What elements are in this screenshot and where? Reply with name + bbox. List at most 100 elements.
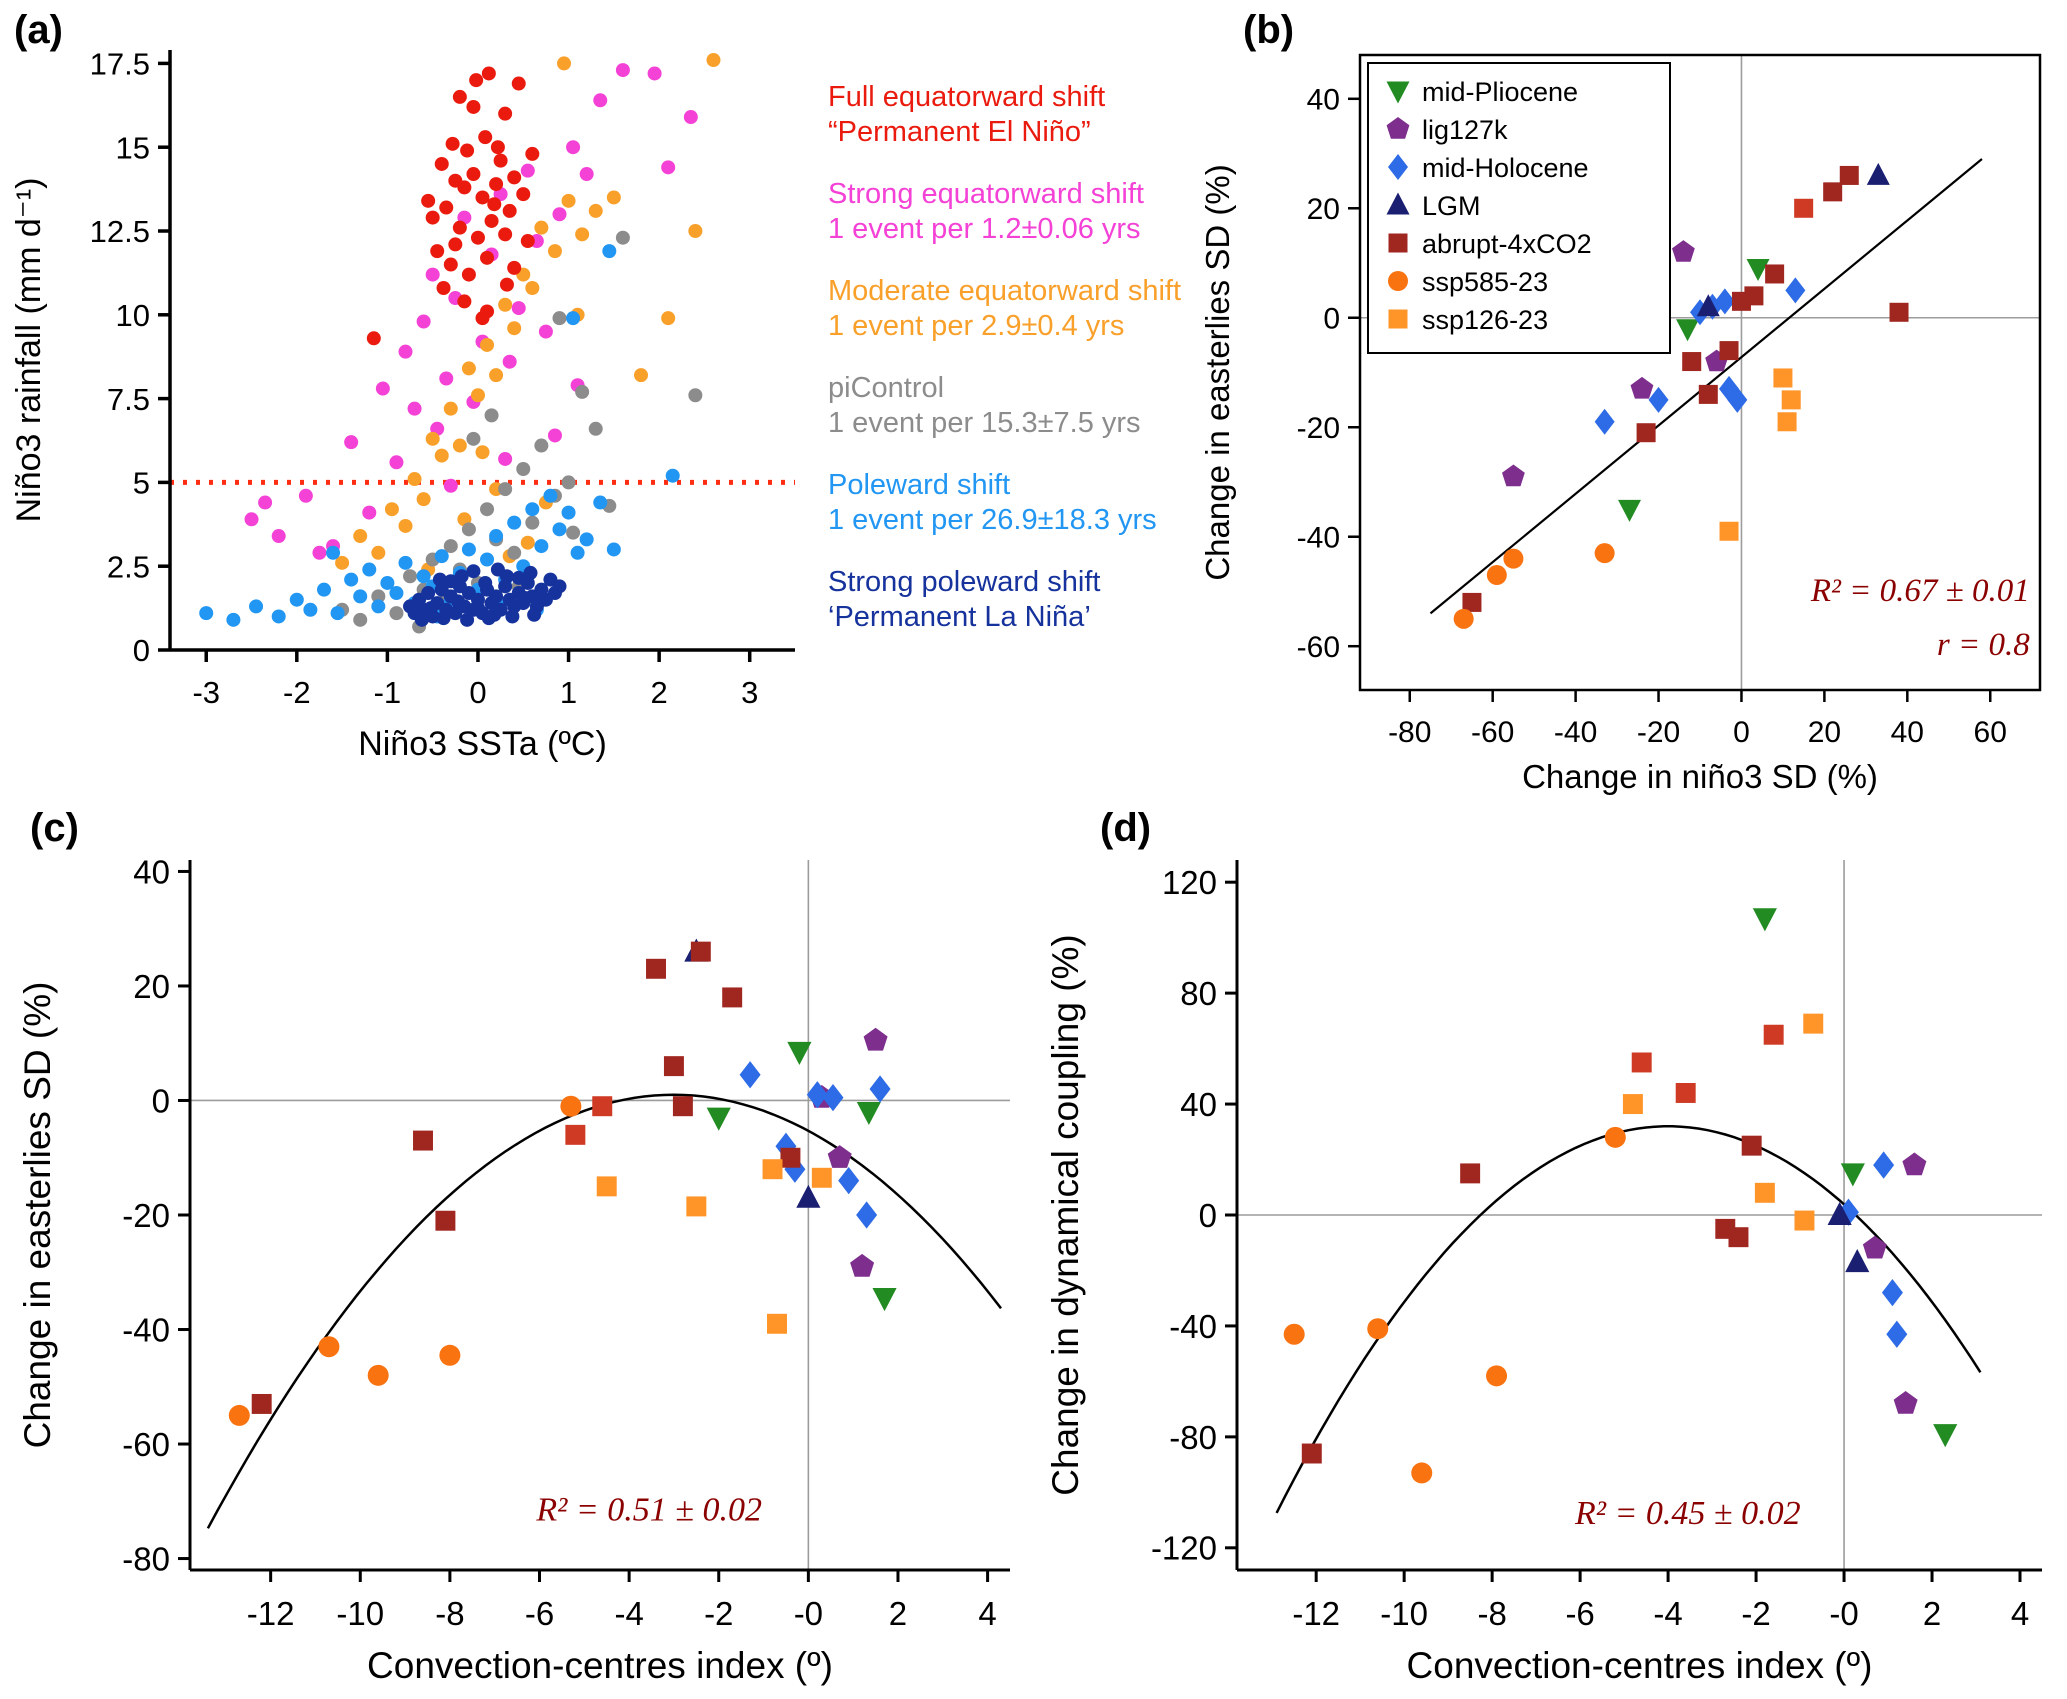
y-tick-label: -20 [1297,412,1340,445]
legend-label: mid-Holocene [1422,153,1589,183]
data-point [353,529,368,544]
data-point [722,987,743,1008]
data-point [1893,1391,1918,1414]
data-point [665,468,680,483]
data-point [1845,1249,1870,1273]
legend-a-item-detail: 1 event per 26.9±18.3 yrs [828,504,1157,536]
data-point [226,612,241,627]
data-point [615,63,630,78]
legend-a-item-title: Strong poleward shift [828,566,1101,598]
data-point [448,173,463,188]
stats-annotation: R² = 0.51 ± 0.02 [535,1491,762,1528]
data-point [672,1096,693,1117]
data-point [366,331,381,346]
series-mid-pliocene [1618,258,1770,522]
data-point [1840,1163,1865,1187]
data-point [1486,1365,1508,1387]
legend-label: abrupt-4xCO2 [1422,229,1592,259]
data-point [1777,412,1797,432]
axes [178,860,1010,1582]
data-point [1675,1082,1696,1103]
data-point [516,461,531,476]
data-point [775,1132,797,1160]
data-point [1604,1126,1626,1148]
data-point [606,542,621,557]
data-point [1503,548,1524,569]
data-point [481,66,496,81]
series-strong-poleward-shift [403,562,567,627]
y-tick-label: 80 [1180,975,1217,1012]
x-axis-label: Niño3 SSTa (ºC) [358,725,607,763]
data-point [389,606,404,621]
x-tick-label: -10 [1380,1595,1428,1632]
data-point [552,311,567,326]
y-tick-label: 5 [133,466,150,501]
legend-label: ssp126-23 [1422,305,1548,335]
data-point [414,612,429,627]
data-point [1648,386,1669,413]
data-point [547,428,562,443]
data-point [303,602,318,617]
data-point [451,594,466,609]
y-tick-label: 40 [1307,84,1340,117]
data-point [1386,81,1410,104]
data-point [1388,233,1408,253]
data-point [634,368,649,383]
data-point [199,606,214,621]
x-tick-label: -0 [794,1595,823,1632]
x-tick-label: 0 [1733,716,1750,749]
y-tick-label: -40 [1297,522,1340,555]
data-point [353,612,368,627]
data-point [460,143,475,158]
y-axis-label: Change in dynamical coupling (%) [1045,934,1086,1495]
data-point [487,197,502,212]
data-point [498,106,513,121]
data-point [525,515,540,530]
data-point [518,591,533,606]
series-ssp585-23 [228,1095,582,1426]
x-tick-label: 2 [651,675,668,710]
y-tick-label: 120 [1162,864,1217,901]
data-point [520,535,535,550]
legend-a-item: Moderate equatorward shift 1 event per 2.… [828,274,1188,344]
nino3-rainfall-scatter-chart: -3 -2 -1 0 1 2 3 0 2.5 5 7.5 10 12.5 15 17.5 Niño3 SSTa… [10,47,795,763]
data-point [398,344,413,359]
y-tick-label: 10 [116,298,150,333]
data-point [375,381,390,396]
y-tick-label: -40 [122,1311,170,1348]
data-point [1367,1318,1389,1340]
panel-c-label: (c) [30,806,79,850]
data-point [872,1288,897,1312]
data-point [1462,592,1482,612]
data-point [460,612,475,627]
data-point [499,277,514,292]
data-point [398,518,413,533]
legend-a-item-detail: “Permanent El Niño” [828,116,1091,148]
data-point [452,438,467,453]
data-point [787,1041,812,1065]
data-point [244,512,259,527]
x-axis-label: Convection-centres index (º) [367,1645,833,1686]
data-point [470,601,485,616]
data-point [443,478,458,493]
data-point [1741,1135,1762,1156]
x-tick-label: -2 [1741,1595,1770,1632]
data-point [593,93,608,108]
y-tick-label: -80 [122,1540,170,1577]
data-point [1594,543,1615,564]
data-point [480,552,495,567]
data-point [489,589,504,604]
data-point [1744,286,1764,306]
data-point [596,1176,617,1197]
panel-a-label: (a) [14,8,63,52]
data-point [661,160,676,175]
series-moderate-equatorward-shift [335,53,721,577]
series-mid-holocene [1837,1151,1908,1348]
data-point [560,1095,582,1117]
data-point [1862,1235,1887,1259]
data-point [1752,908,1777,932]
data-point [1746,258,1770,281]
data-point [452,89,467,104]
data-point [434,549,449,564]
legend-a-item-title: Moderate equatorward shift [828,275,1182,307]
